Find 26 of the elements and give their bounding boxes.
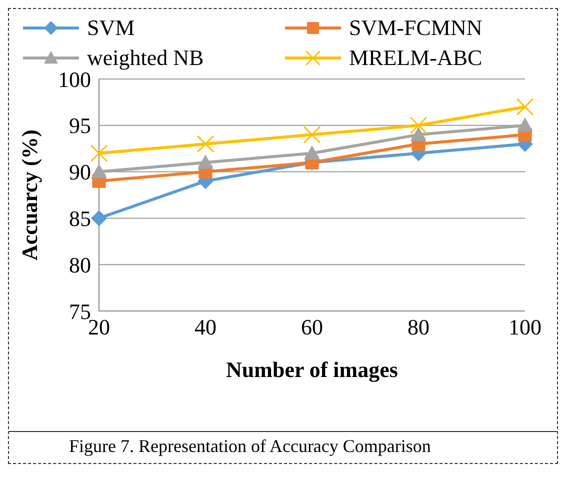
legend-label: SVM-FCMNN (349, 15, 482, 41)
x-tick-label: 100 (508, 314, 542, 340)
caption: Figure 7. Representation of Accuracy Comparison (9, 431, 557, 463)
x-axis-title: Number of images (226, 357, 398, 382)
y-tick-label: 75 (69, 298, 91, 324)
legend-label: MRELM-ABC (349, 45, 482, 71)
x-tick-label: 60 (301, 314, 323, 340)
point (410, 126, 426, 142)
point (410, 116, 428, 134)
point (91, 210, 107, 226)
y-tick-label: 85 (69, 206, 91, 232)
point (196, 135, 214, 153)
legend-label: SVM (87, 15, 135, 41)
y-tick-label: 90 (69, 160, 91, 185)
y-tick-label: 80 (69, 252, 91, 278)
point (90, 144, 108, 162)
y-axis-title: Accuarcy (%) (16, 130, 42, 260)
point (516, 98, 534, 116)
point (198, 154, 214, 169)
point (303, 126, 321, 144)
point (91, 164, 107, 178)
x-tick-label: 40 (194, 314, 216, 340)
y-tick-label: 95 (69, 113, 91, 138)
point (517, 117, 533, 132)
point (304, 145, 320, 160)
x-tick-label: 80 (408, 314, 430, 340)
